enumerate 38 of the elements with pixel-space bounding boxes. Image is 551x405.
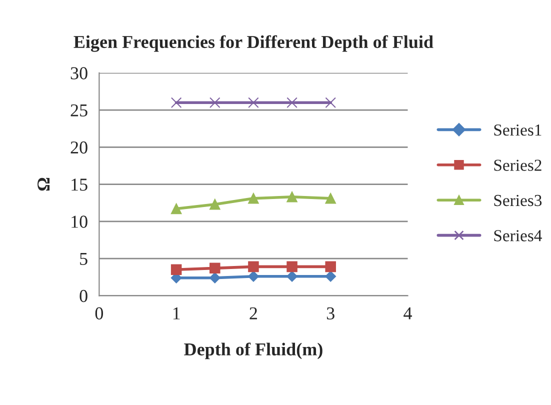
point <box>210 198 220 210</box>
point <box>210 97 220 108</box>
x-tick-label: 0 <box>95 307 104 320</box>
x-tick-label: 3 <box>326 307 334 320</box>
x-axis-title: Depth of Fluid(m) <box>184 342 322 360</box>
y-tick-label: 15 <box>72 178 88 191</box>
chart-title: Eigen Frequencies for Different Depth of Fluid <box>74 35 434 52</box>
point <box>209 272 220 284</box>
point <box>248 270 259 282</box>
point <box>248 261 259 272</box>
y-tick-label: 5 <box>80 252 88 265</box>
y-tick-label: 30 <box>70 67 88 80</box>
point <box>210 262 220 274</box>
y-tick-label: 0 <box>80 290 88 302</box>
legend-label: Series1 <box>494 124 542 136</box>
point <box>325 270 336 282</box>
point <box>286 97 298 108</box>
point <box>170 203 182 214</box>
x-tick-label: 1 <box>173 307 180 320</box>
point <box>248 97 259 108</box>
y-tick-label: 25 <box>70 104 88 116</box>
legend-label: Series3 <box>494 194 542 206</box>
point <box>170 97 182 108</box>
point <box>325 193 336 204</box>
point <box>170 264 182 276</box>
legend-label: Series2 <box>494 160 542 171</box>
point <box>248 193 259 204</box>
y-axis-title: Ω <box>38 178 50 191</box>
point <box>286 192 298 202</box>
x-tick-label: 2 <box>250 307 257 320</box>
point <box>325 97 336 108</box>
point <box>286 261 298 272</box>
x-tick-label: 4 <box>404 307 412 320</box>
y-tick-label: 10 <box>72 216 88 228</box>
point <box>325 261 336 272</box>
y-tick-label: 20 <box>70 141 88 154</box>
legend-label: Series4 <box>494 230 542 242</box>
point <box>286 270 298 282</box>
